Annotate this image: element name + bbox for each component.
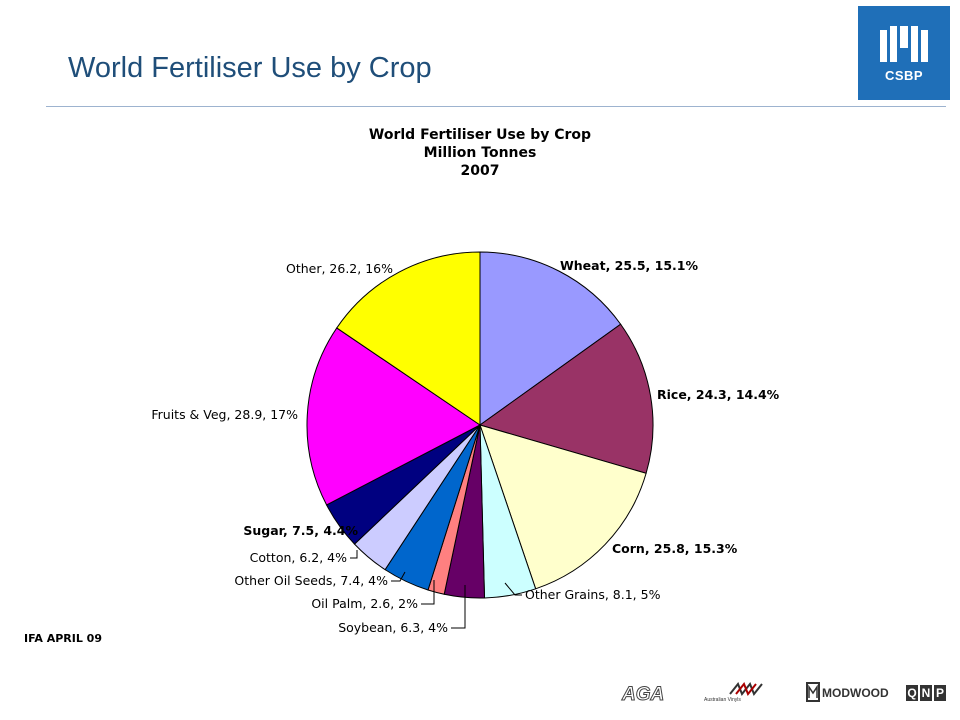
data-label-corn: Corn, 25.8, 15.3%: [612, 541, 738, 556]
data-label-sugar: Sugar, 7.5, 4.4%: [243, 523, 358, 538]
data-label-other: Other, 26.2, 16%: [286, 261, 393, 276]
data-label-oil-palm: Oil Palm, 2.6, 2%: [311, 596, 418, 611]
australian-vinyls-text: Australian Vinyls: [704, 697, 741, 703]
aga-logo-text: AGA: [621, 684, 664, 704]
qnp-letter-n: N: [920, 685, 932, 701]
pie-slice-wheat: [479, 251, 622, 426]
qnp-letter-p: P: [934, 685, 946, 701]
csbp-logo: CSBP: [858, 6, 950, 100]
pie-slice-fruits-veg: [306, 327, 481, 506]
australian-vinyls-logo: Australian Vinyls: [700, 682, 790, 704]
leader-line-oil-palm: [421, 580, 435, 605]
chart-title-line-3: 2007: [460, 163, 500, 179]
data-label-other-oil-seeds: Other Oil Seeds, 7.4, 4%: [234, 573, 388, 588]
qnp-letter-q: Q: [906, 685, 918, 701]
pie-slices: [306, 251, 654, 599]
leader-line-soybean: [451, 585, 466, 629]
csbp-logo-text: CSBP: [884, 68, 924, 83]
data-label-other-grains: Other Grains, 8.1, 5%: [525, 587, 661, 602]
data-label-soybean: Soybean, 6.3, 4%: [338, 620, 448, 635]
pie-slice-other: [336, 251, 481, 426]
data-label-fruits-veg: Fruits & Veg, 28.9, 17%: [151, 407, 298, 422]
australian-vinyls-mark-icon: [729, 682, 763, 696]
pie-leader-lines: [350, 550, 522, 629]
pie-slice-rice: [478, 323, 654, 474]
aga-logo: AGA: [620, 682, 690, 706]
title-divider: [46, 106, 946, 107]
data-label-cotton: Cotton, 6.2, 4%: [250, 550, 347, 565]
chart-title-line-2: Million Tonnes: [423, 145, 537, 161]
data-label-rice: Rice, 24.3, 14.4%: [657, 387, 780, 402]
pie-slice-corn: [479, 424, 647, 590]
chart-title: World Fertiliser Use by Crop Million Ton…: [300, 126, 660, 180]
pie-data-labels: Wheat, 25.5, 15.1% Rice, 24.3, 14.4% Corn,…: [151, 258, 779, 635]
slide-title: World Fertiliser Use by Crop: [68, 52, 432, 84]
data-label-wheat: Wheat, 25.5, 15.1%: [560, 258, 698, 273]
modwood-text: MODWOOD: [822, 686, 889, 700]
modwood-logo: MODWOOD: [806, 682, 896, 704]
aga-logo-icon: AGA: [621, 684, 665, 706]
leader-line-other-grains: [504, 582, 522, 596]
modwood-mark-icon: [806, 682, 820, 702]
leader-line-cotton: [350, 550, 358, 559]
chart-title-line-1: World Fertiliser Use by Crop: [368, 127, 592, 143]
source-note: IFA APRIL 09: [24, 632, 102, 645]
leader-line-other-oil-seeds: [391, 571, 406, 582]
csbp-logo-mark-icon: [880, 26, 928, 62]
